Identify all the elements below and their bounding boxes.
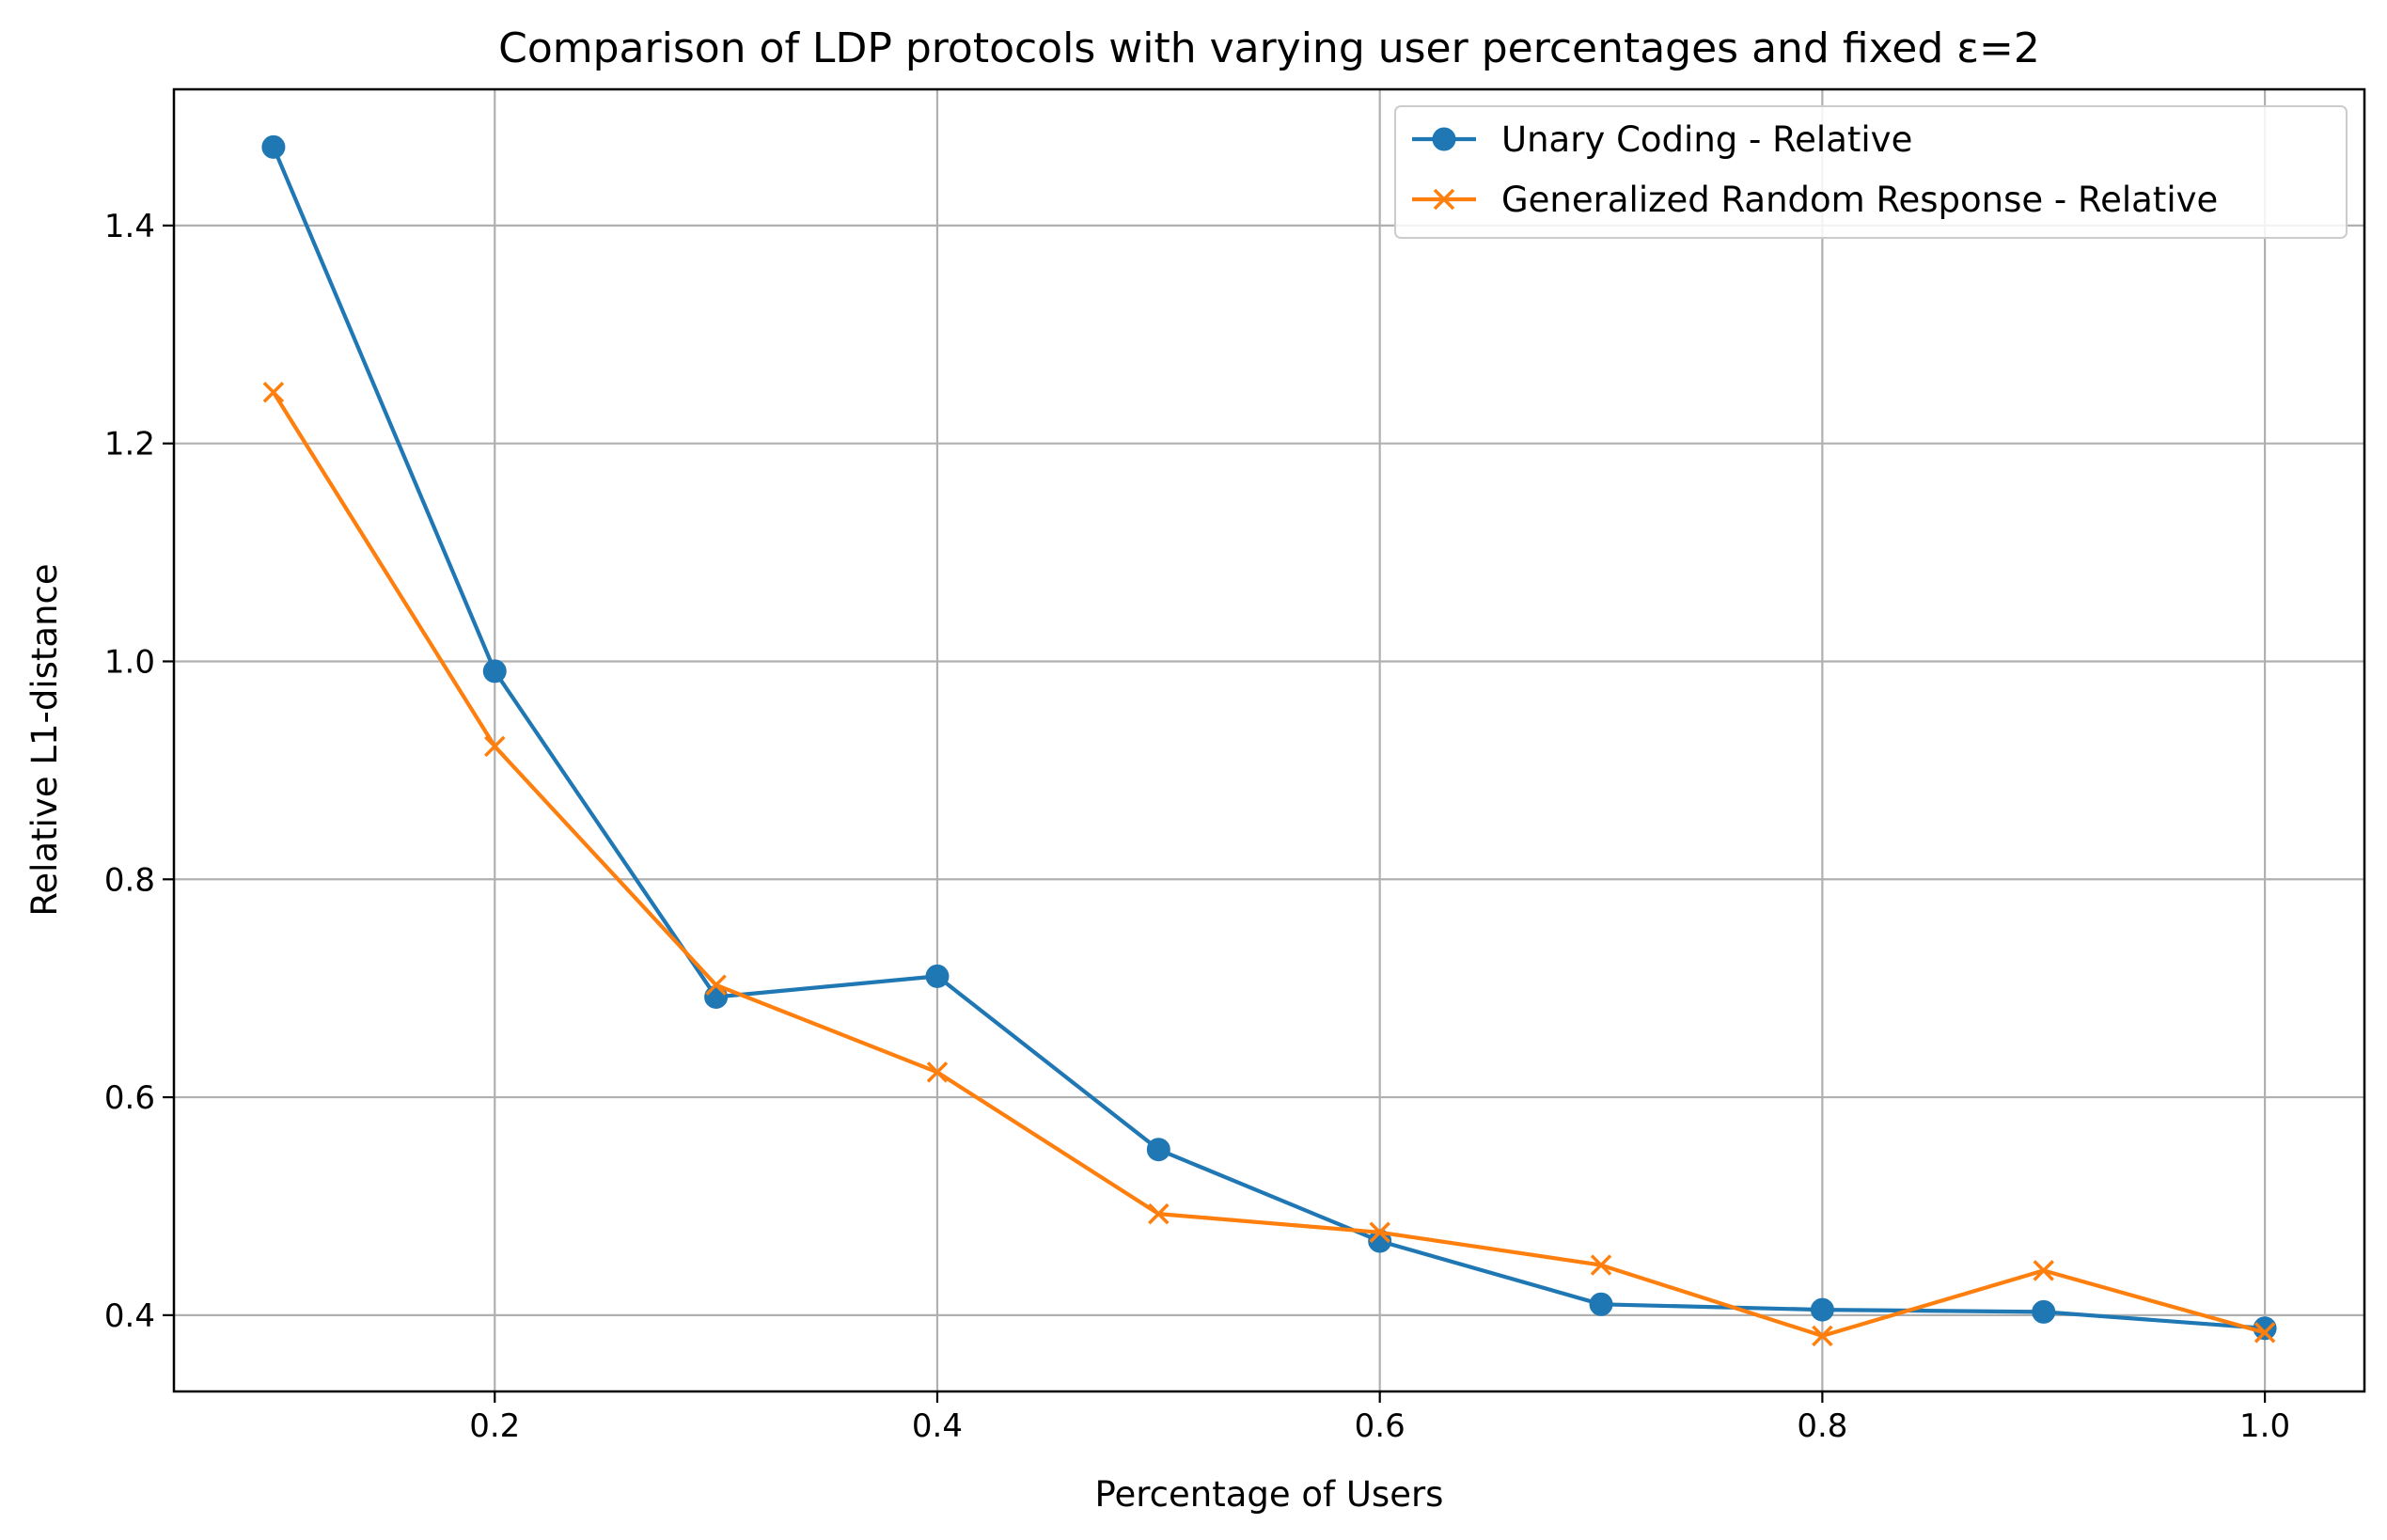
series-2: [262, 381, 2276, 1347]
x-tick-label: 0.8: [1797, 1407, 1847, 1445]
data-point: [925, 964, 950, 988]
data-point: [262, 381, 285, 403]
x-axis-label: Percentage of Users: [1095, 1474, 1444, 1515]
data-point: [1812, 1325, 1833, 1347]
y-tick-label: 1.4: [104, 208, 155, 245]
legend-label: Unary Coding - Relative: [1501, 119, 1912, 160]
y-tick-label: 1.2: [104, 426, 155, 464]
data-point: [926, 1061, 949, 1083]
data-point: [484, 735, 506, 758]
y-axis-label: Relative L1-distance: [24, 563, 65, 916]
data-point: [1590, 1254, 1612, 1276]
data-point: [1368, 1229, 1392, 1253]
legend-marker: [1433, 188, 1455, 211]
data-point: [705, 974, 727, 996]
data-point: [2254, 1322, 2276, 1344]
data-point: [2032, 1299, 2056, 1324]
data-point: [482, 659, 507, 684]
x-tick-label: 0.6: [1355, 1407, 1406, 1445]
data-point: [1369, 1221, 1390, 1244]
y-tick-label: 0.8: [104, 861, 155, 899]
x-tick-label: 0.4: [912, 1407, 963, 1445]
series-line: [271, 146, 2266, 1330]
series-line: [272, 391, 2266, 1339]
series-layer: [261, 134, 2277, 1347]
y-tick-label: 0.4: [104, 1297, 155, 1335]
legend-item: Generalized Random Response - Relative: [1412, 180, 2218, 220]
data-point: [2033, 1260, 2054, 1281]
data-point: [1146, 1138, 1170, 1162]
data-point: [2253, 1316, 2277, 1341]
data-point: [1148, 1202, 1170, 1225]
ticks: 0.2 0.4 0.6 0.8 1.0 0.4 0.6 0.8 1.0 1.2 1.4: [104, 208, 2290, 1445]
y-tick-label: 0.6: [104, 1079, 155, 1117]
plot-frame: [172, 87, 2366, 1393]
legend-label: Generalized Random Response - Relative: [1501, 180, 2218, 220]
legend-box: [1394, 105, 2348, 239]
data-point: [1589, 1292, 1613, 1316]
x-tick-label: 0.2: [469, 1407, 520, 1445]
chart-title: Comparison of LDP protocols with varying…: [498, 24, 2040, 72]
legend-marker: [1432, 127, 1456, 151]
data-point: [261, 134, 286, 159]
legend: Unary Coding - Relative Generalized Rando…: [1394, 105, 2348, 239]
y-tick-label: 1.0: [104, 643, 155, 681]
legend-item: Unary Coding - Relative: [1412, 119, 1912, 160]
x-tick-label: 1.0: [2239, 1407, 2290, 1445]
data-point: [1810, 1297, 1834, 1322]
